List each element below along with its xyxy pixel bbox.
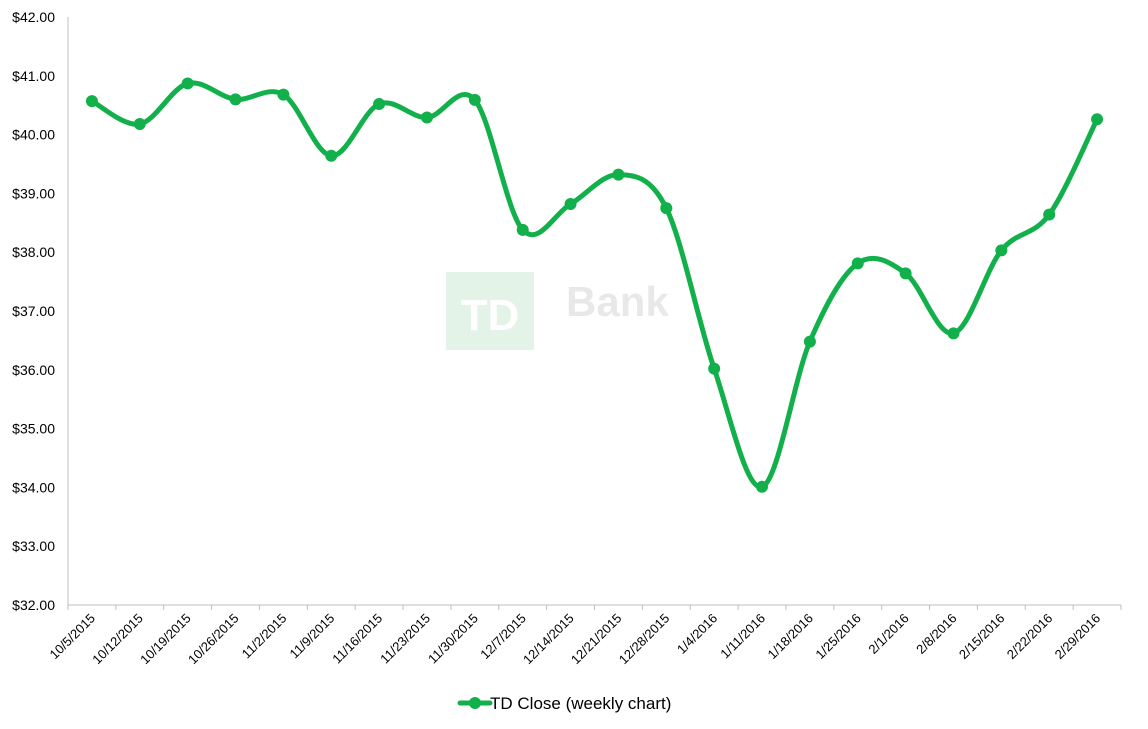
data-point xyxy=(612,168,625,181)
data-point xyxy=(420,111,433,124)
y-tick-label: $32.00 xyxy=(12,597,55,613)
data-point xyxy=(325,149,338,162)
data-point xyxy=(181,77,194,90)
data-point xyxy=(660,202,673,215)
y-tick-label: $37.00 xyxy=(12,303,55,319)
y-tick-label: $38.00 xyxy=(12,244,55,260)
y-axis-ticks: $32.00 $33.00 $34.00 $35.00 $36.00 $37.00 $38.… xyxy=(12,9,55,613)
data-point xyxy=(373,98,386,111)
x-tick-label: 10/26/2015 xyxy=(185,611,242,668)
x-tick-label: 12/21/2015 xyxy=(568,611,625,668)
x-tick-label: 10/12/2015 xyxy=(89,611,146,668)
series-layer xyxy=(85,77,1104,493)
data-point xyxy=(947,327,960,340)
x-tick-label: 1/18/2016 xyxy=(764,611,816,663)
td-bank-watermark: TD Bank xyxy=(446,272,669,350)
td-logo-box xyxy=(446,272,534,350)
y-tick-label: $36.00 xyxy=(12,362,55,378)
legend: TD Close (weekly chart) xyxy=(457,694,671,713)
data-point xyxy=(277,88,290,101)
legend-marker xyxy=(469,697,481,709)
td-logo-text: TD xyxy=(461,291,520,340)
x-tick-label: 2/22/2016 xyxy=(1004,611,1056,663)
x-tick-label: 11/30/2015 xyxy=(425,611,481,667)
x-tick-label: 1/25/2016 xyxy=(812,611,864,663)
y-tick-label: $41.00 xyxy=(12,68,55,84)
data-point xyxy=(1043,208,1056,221)
data-point xyxy=(516,223,529,236)
data-point xyxy=(1091,113,1104,126)
y-tick-label: $40.00 xyxy=(12,127,55,143)
y-tick-label: $35.00 xyxy=(12,421,55,437)
bank-wordmark: Bank xyxy=(566,278,669,325)
x-tick-label: 2/8/2016 xyxy=(913,611,959,657)
data-point xyxy=(995,244,1008,257)
data-point xyxy=(564,197,577,210)
y-tick-label: $42.00 xyxy=(12,9,55,25)
data-point xyxy=(708,362,721,375)
y-tick-label: $39.00 xyxy=(12,185,55,201)
data-point xyxy=(756,480,769,493)
y-tick-label: $33.00 xyxy=(12,538,55,554)
x-tick-label: 11/2/2015 xyxy=(239,611,290,662)
x-tick-label: 12/28/2015 xyxy=(616,611,673,668)
x-tick-label: 1/11/2016 xyxy=(717,611,768,662)
legend-label: TD Close (weekly chart) xyxy=(490,694,671,713)
x-tick-label: 1/4/2016 xyxy=(674,611,720,657)
data-point xyxy=(229,93,242,106)
x-axis-ticks: 10/5/201510/12/201510/19/201510/26/20151… xyxy=(47,605,1122,668)
y-tick-label: $34.00 xyxy=(12,479,55,495)
x-tick-label: 11/23/2015 xyxy=(377,611,433,667)
data-point xyxy=(803,335,816,348)
x-tick-label: 2/1/2016 xyxy=(865,611,911,657)
x-tick-label: 12/14/2015 xyxy=(520,611,577,668)
x-tick-label: 10/19/2015 xyxy=(137,611,194,668)
data-point xyxy=(468,93,481,106)
x-tick-label: 2/15/2016 xyxy=(956,611,1008,663)
data-point xyxy=(85,95,98,108)
data-point xyxy=(851,257,864,270)
x-tick-label: 2/29/2016 xyxy=(1052,611,1104,663)
x-tick-label: 11/9/2015 xyxy=(287,611,338,662)
data-point xyxy=(133,118,146,131)
data-point xyxy=(899,267,912,280)
x-tick-label: 11/16/2015 xyxy=(329,611,385,667)
